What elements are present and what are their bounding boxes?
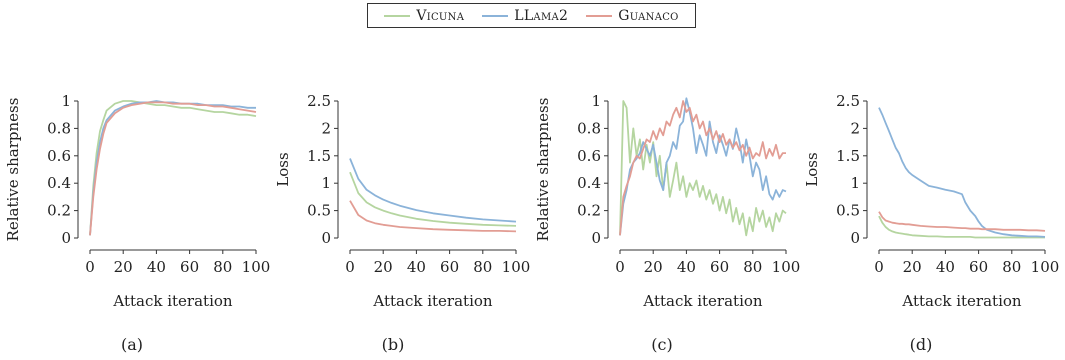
y-tick-label: 0.5 xyxy=(836,202,860,220)
y-tick-label: 0 xyxy=(61,229,71,247)
series-line-llama2 xyxy=(349,158,517,223)
series-line-llama2 xyxy=(878,107,1046,238)
x-tick-label: 20 xyxy=(114,258,133,276)
x-tick-label: 60 xyxy=(440,258,459,276)
y-axis-title: Loss xyxy=(803,152,821,186)
y-tick-label: 1.5 xyxy=(307,147,331,165)
x-tick-label: 100 xyxy=(502,258,531,276)
x-tick-label: 0 xyxy=(874,258,884,276)
y-axis-title: Relative sharpness xyxy=(4,98,22,242)
legend-label-guanaco: Guanaco xyxy=(618,7,679,24)
legend-label-vicuna: Vicuna xyxy=(416,7,465,24)
y-tick-label: 2 xyxy=(321,119,331,137)
y-tick-label: 0 xyxy=(850,229,860,247)
x-tick-label: 80 xyxy=(743,258,762,276)
y-tick-label: 0.8 xyxy=(577,119,601,137)
x-tick-label: 40 xyxy=(407,258,426,276)
x-axis-title: Attack iteration xyxy=(642,292,762,310)
x-tick-label: 100 xyxy=(242,258,271,276)
x-tick-label: 40 xyxy=(147,258,166,276)
legend-swatch-guanaco xyxy=(586,14,613,17)
x-axis-title: Attack iteration xyxy=(112,292,232,310)
y-tick-label: 1 xyxy=(321,174,331,192)
x-tick-label: 20 xyxy=(903,258,922,276)
x-tick-label: 100 xyxy=(1031,258,1060,276)
panel-label: (b) xyxy=(382,335,405,354)
x-tick-label: 0 xyxy=(615,258,625,276)
x-tick-label: 0 xyxy=(85,258,95,276)
y-tick-label: 0.8 xyxy=(47,119,71,137)
x-tick-label: 0 xyxy=(345,258,355,276)
y-tick-label: 0.6 xyxy=(577,147,601,165)
y-tick-label: 0 xyxy=(591,229,601,247)
y-tick-label: 0.2 xyxy=(577,202,601,220)
series-line-guanaco xyxy=(878,211,1046,232)
series-line-vicuna xyxy=(878,215,1045,239)
y-axis-title: Relative sharpness xyxy=(534,98,552,242)
x-tick-label: 60 xyxy=(180,258,199,276)
x-tick-label: 80 xyxy=(473,258,492,276)
series-line-guanaco xyxy=(89,101,257,236)
y-tick-label: 2.5 xyxy=(836,92,860,110)
chart-legend: Vicuna LLama2 Guanaco xyxy=(367,3,696,28)
series-line-llama2 xyxy=(89,100,256,236)
legend-swatch-vicuna xyxy=(384,14,411,17)
x-tick-label: 80 xyxy=(213,258,232,276)
legend-item-llama2: LLama2 xyxy=(482,8,568,24)
y-tick-label: 0.4 xyxy=(577,174,601,192)
series-line-guanaco xyxy=(349,200,517,233)
series-line-guanaco xyxy=(619,100,786,236)
series-line-vicuna xyxy=(349,171,517,227)
y-tick-label: 0 xyxy=(321,229,331,247)
x-axis-title: Attack iteration xyxy=(901,292,1021,310)
y-tick-label: 1 xyxy=(61,92,71,110)
legend-item-guanaco: Guanaco xyxy=(586,8,678,24)
series-line-vicuna xyxy=(89,100,257,236)
y-tick-label: 2 xyxy=(850,119,860,137)
y-tick-label: 2.5 xyxy=(307,92,331,110)
panel-label: (c) xyxy=(651,335,672,354)
x-tick-label: 60 xyxy=(710,258,729,276)
x-tick-label: 100 xyxy=(772,258,801,276)
x-tick-label: 20 xyxy=(374,258,393,276)
x-tick-label: 60 xyxy=(969,258,988,276)
x-axis-title: Attack iteration xyxy=(372,292,492,310)
legend-label-llama2: LLama2 xyxy=(514,7,569,24)
panel-label: (a) xyxy=(121,335,143,354)
x-tick-label: 80 xyxy=(1002,258,1021,276)
x-tick-label: 40 xyxy=(677,258,696,276)
y-tick-label: 0.6 xyxy=(47,147,71,165)
y-tick-label: 1 xyxy=(850,174,860,192)
x-tick-label: 40 xyxy=(936,258,955,276)
y-tick-label: 1 xyxy=(591,92,601,110)
panel-label: (d) xyxy=(910,335,933,354)
y-tick-label: 1.5 xyxy=(836,147,860,165)
y-tick-label: 0.2 xyxy=(47,202,71,220)
legend-swatch-llama2 xyxy=(482,14,509,17)
x-tick-label: 20 xyxy=(644,258,663,276)
series-line-llama2 xyxy=(619,97,787,236)
legend-item-vicuna: Vicuna xyxy=(384,8,464,24)
y-tick-label: 0.4 xyxy=(47,174,71,192)
y-axis-title: Loss xyxy=(274,152,292,186)
y-tick-label: 0.5 xyxy=(307,202,331,220)
